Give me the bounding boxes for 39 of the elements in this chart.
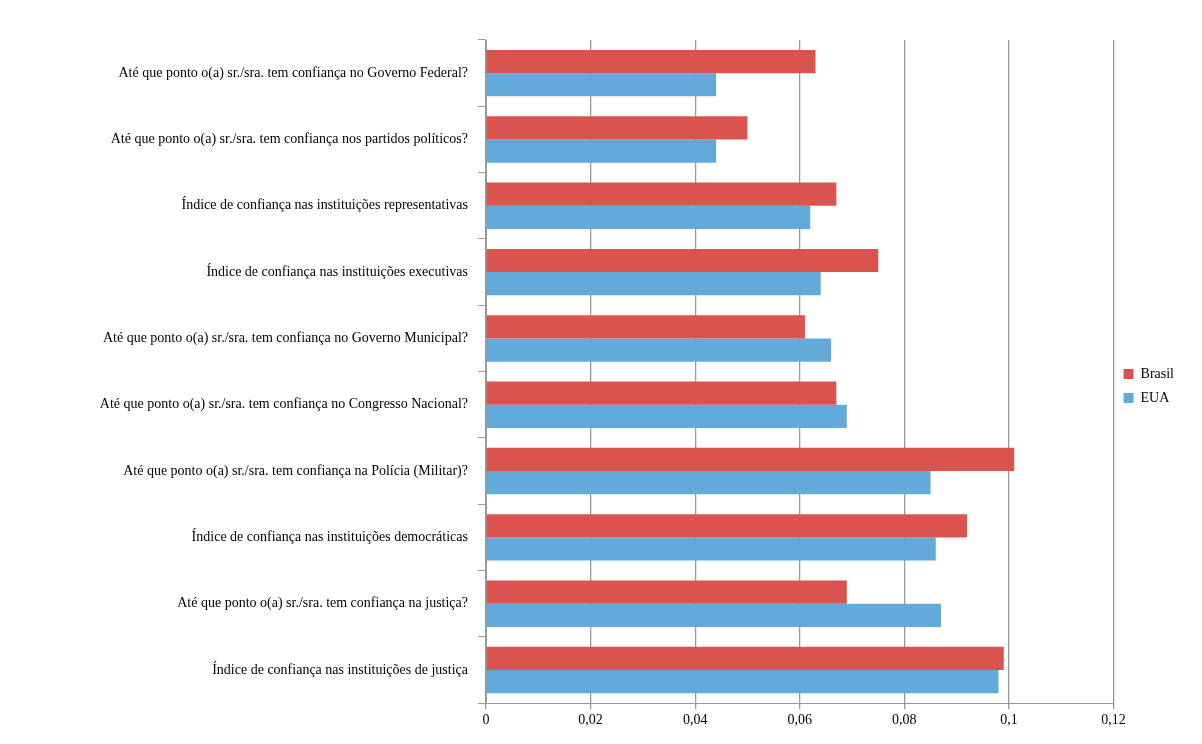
y-tick-label: Índice de confiança nas instituições representativas [181, 196, 468, 213]
bar [486, 205, 811, 230]
legend-label: Brasil [1140, 365, 1175, 381]
x-tick-label: 0,02 [578, 712, 603, 728]
bar [486, 404, 847, 428]
bar [486, 116, 748, 140]
bar [486, 381, 837, 405]
bar [486, 182, 837, 206]
bar [486, 537, 936, 561]
x-tick-label: 0 [482, 712, 490, 728]
bar [486, 514, 968, 538]
bar [486, 248, 879, 273]
y-tick-label: Índice de confiança nas instituições de justiça [212, 660, 469, 677]
x-tick-label: 0,12 [1101, 712, 1126, 728]
y-tick-label: Até que ponto o(a) sr./sra. tem confiança na justiça? [177, 595, 468, 612]
bar [486, 139, 717, 163]
y-tick-label: Até que ponto o(a) sr./sra. tem confiança nos partidos políticos? [110, 131, 468, 148]
bar [486, 73, 717, 97]
x-tick-label: 0,04 [682, 712, 708, 728]
bar [486, 315, 806, 339]
y-tick-label: Até que ponto o(a) sr./sra. tem confiança no Congresso Nacional? [99, 396, 468, 413]
x-tick-label: 0,06 [787, 712, 813, 728]
x-tick-label: 0,1 [1000, 712, 1018, 728]
bar [486, 471, 931, 495]
x-tick-label: 0,08 [892, 712, 917, 728]
bar [486, 670, 999, 694]
legend-label: EUA [1140, 389, 1171, 405]
bar [486, 580, 847, 604]
bar [486, 49, 816, 74]
y-tick-label: Até que ponto o(a) sr./sra. tem confiança no Governo Municipal? [102, 330, 468, 347]
y-tick-label: Índice de confiança nas instituições executivas [206, 262, 468, 279]
y-tick-label: Índice de confiança nas instituições democráticas [191, 528, 468, 545]
bar [486, 646, 1004, 671]
bar [486, 272, 821, 296]
bar [486, 338, 832, 362]
bar [486, 603, 941, 627]
y-tick-label: Até que ponto o(a) sr./sra. tem confiança no Governo Federal? [118, 64, 468, 81]
bar [486, 447, 1015, 472]
y-tick-label: Até que ponto o(a) sr./sra. tem confiança na Polícia (Militar)? [123, 462, 468, 479]
